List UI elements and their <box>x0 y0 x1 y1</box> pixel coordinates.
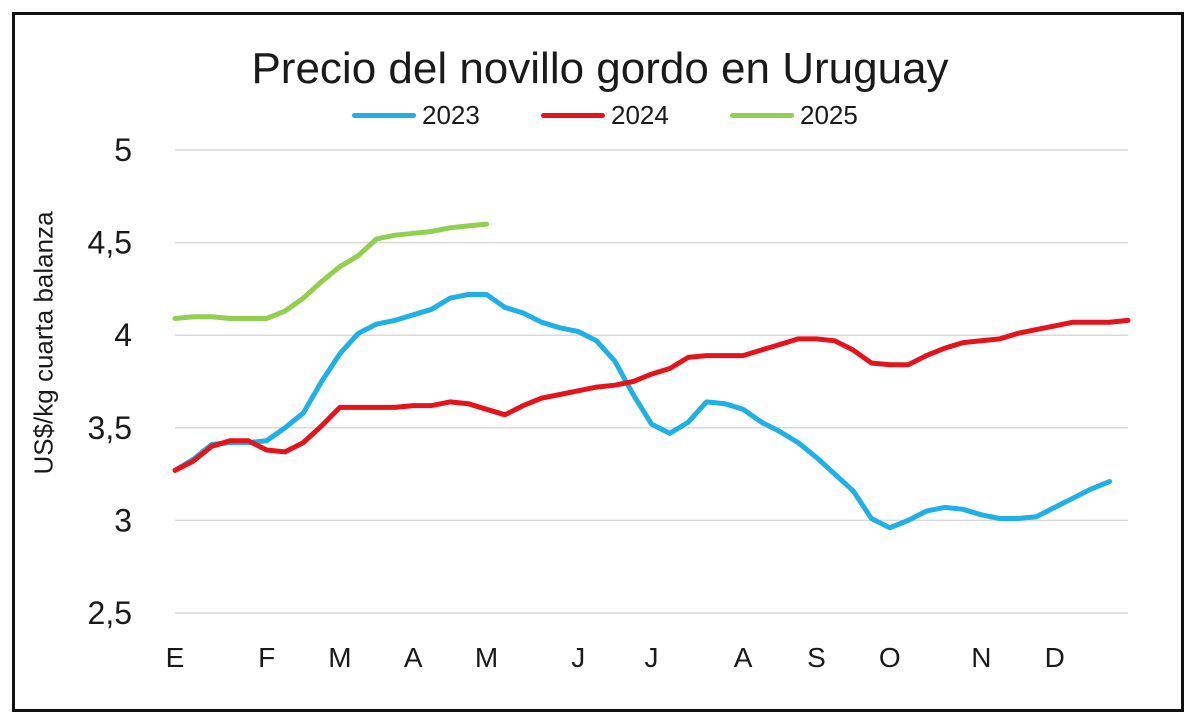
series-line-2025 <box>172 221 490 321</box>
x-tick-label: S <box>807 642 826 673</box>
chart-legend: 2023 2024 2025 <box>0 100 1200 134</box>
legend-label-2024: 2024 <box>611 100 669 130</box>
x-tick-label: M <box>328 642 351 673</box>
x-tick-label: J <box>571 642 585 673</box>
y-tick-label: 2,5 <box>88 595 132 631</box>
x-tick-label: A <box>734 642 753 673</box>
x-tick-label: E <box>166 642 185 673</box>
x-tick-label: D <box>1045 642 1065 673</box>
legend-label-2025: 2025 <box>800 100 858 130</box>
x-tick-label: M <box>475 642 498 673</box>
legend-label-2023: 2023 <box>422 100 480 130</box>
legend-swatch-2024 <box>541 113 605 118</box>
legend-item-2024: 2024 <box>541 100 669 131</box>
y-tick-label: 3,5 <box>88 410 132 446</box>
legend-item-2023: 2023 <box>352 100 480 131</box>
line-chart: 2,5 3 3,5 4 4,5 5 E F M A M J J A S O N D <box>88 132 1131 673</box>
series-line-2023 <box>172 292 1113 531</box>
x-tick-label: F <box>258 642 275 673</box>
y-tick-label: 4,5 <box>88 225 132 261</box>
legend-item-2025: 2025 <box>730 100 858 131</box>
y-tick-label: 5 <box>114 132 132 168</box>
x-tick-label: N <box>971 642 991 673</box>
chart-frame <box>12 12 1184 712</box>
y-tick-label: 3 <box>114 502 132 538</box>
x-tick-label: A <box>404 642 423 673</box>
series-line-2024 <box>172 317 1131 473</box>
chart-title: Precio del novillo gordo en Uruguay <box>251 44 949 93</box>
y-tick-label: 4 <box>114 317 132 353</box>
x-tick-label: O <box>879 642 901 673</box>
legend-swatch-2025 <box>730 113 794 118</box>
x-tick-label: J <box>645 642 659 673</box>
legend-swatch-2023 <box>352 113 416 118</box>
